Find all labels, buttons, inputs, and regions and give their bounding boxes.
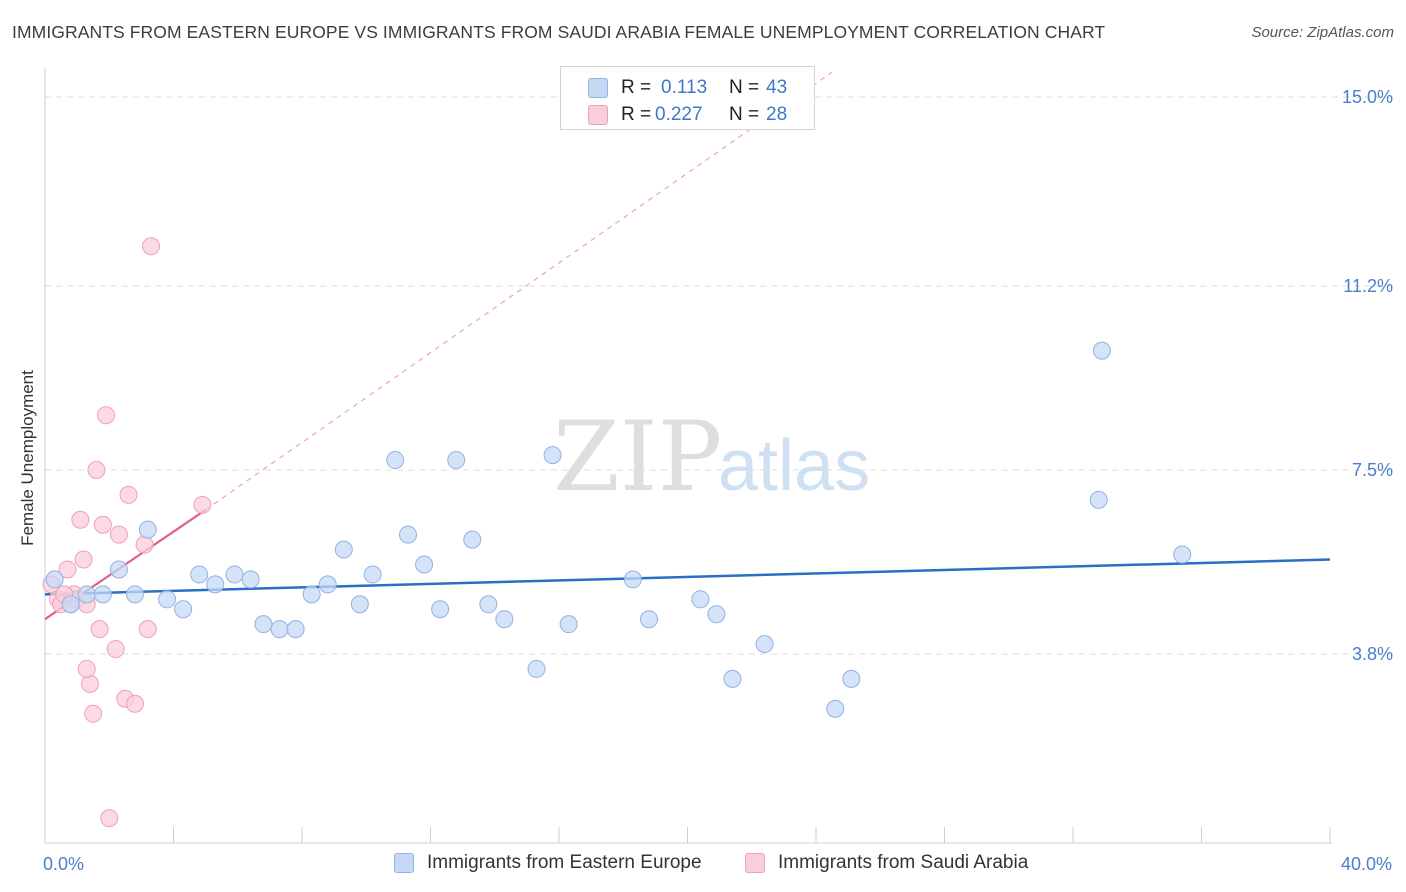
data-point-eastern-europe (527, 659, 546, 678)
gridlines (45, 96, 1395, 655)
data-point-eastern-europe (399, 525, 418, 544)
y-tick-label: 11.2% (1343, 276, 1393, 296)
legend-r-label: R = (621, 77, 652, 98)
data-point-eastern-europe (431, 600, 450, 619)
data-point-eastern-europe (125, 585, 144, 604)
data-point-saudi-arabia (71, 510, 90, 529)
data-point-eastern-europe (61, 595, 80, 614)
data-point-eastern-europe (386, 451, 405, 470)
data-point-eastern-europe (415, 555, 434, 574)
data-point-eastern-europe (77, 585, 96, 604)
data-point-eastern-europe (225, 565, 244, 584)
data-point-eastern-europe (707, 605, 726, 624)
data-point-eastern-europe (334, 540, 353, 559)
y-tick-label: 3.8% (1352, 644, 1393, 664)
data-point-saudi-arabia (84, 704, 103, 723)
data-point-saudi-arabia (93, 515, 112, 534)
legend-r-value: 0.113 (661, 77, 708, 98)
data-point-eastern-europe (1173, 545, 1192, 564)
correlation-legend: R = 0.113 N = 43 R = 0.227 N = 28 (560, 66, 815, 130)
watermark-atlas-text: atlas (718, 426, 870, 506)
data-point-eastern-europe (302, 585, 321, 604)
data-point-eastern-europe (691, 590, 710, 609)
data-point-eastern-europe (447, 451, 466, 470)
data-point-saudi-arabia (125, 694, 144, 713)
legend-n-label: N = (729, 104, 760, 125)
data-point-eastern-europe (93, 585, 112, 604)
data-point-saudi-arabia (135, 535, 154, 554)
legend-swatch-pink (588, 105, 608, 125)
legend-n-value: 43 (766, 77, 788, 98)
legend-row-eastern-europe: R = 0.113 N = 43 (561, 75, 814, 101)
data-point-eastern-europe (318, 575, 337, 594)
data-point-eastern-europe (842, 669, 861, 688)
data-points (42, 237, 1192, 828)
legend-row-saudi-arabia: R = 0.227 N = 28 (561, 102, 814, 128)
bottom-legend-swatch-blue (394, 853, 414, 873)
data-point-eastern-europe (755, 635, 774, 654)
data-point-saudi-arabia (90, 620, 109, 639)
data-point-saudi-arabia (142, 237, 161, 256)
data-point-eastern-europe (623, 570, 642, 589)
bottom-legend-swatch-pink (745, 853, 765, 873)
legend-r-value: 0.227 (655, 104, 703, 125)
data-point-eastern-europe (463, 530, 482, 549)
y-tick-label: 7.5% (1352, 460, 1393, 480)
data-point-eastern-europe (363, 565, 382, 584)
data-point-eastern-europe (109, 560, 128, 579)
data-point-eastern-europe (254, 615, 273, 634)
bottom-legend-label: Immigrants from Saudi Arabia (778, 852, 1029, 873)
trend-line-saudi-arabia-extended (205, 71, 833, 511)
data-point-eastern-europe (826, 699, 845, 718)
data-point-saudi-arabia (100, 809, 119, 828)
bottom-legend-label: Immigrants from Eastern Europe (427, 852, 702, 873)
data-point-eastern-europe (190, 565, 209, 584)
data-point-saudi-arabia (58, 560, 77, 579)
data-point-saudi-arabia (109, 525, 128, 544)
data-point-eastern-europe (286, 620, 305, 639)
data-point-eastern-europe (174, 600, 193, 619)
legend-n-label: N = (729, 77, 760, 98)
data-point-saudi-arabia (193, 495, 212, 514)
data-point-eastern-europe (495, 610, 514, 629)
axes (44, 68, 1332, 844)
legend-n-value: 28 (766, 104, 788, 125)
legend-r-label: R = (621, 104, 652, 125)
watermark-zip-text: ZIP (553, 401, 722, 513)
data-point-eastern-europe (543, 446, 562, 465)
data-point-eastern-europe (559, 615, 578, 634)
data-point-saudi-arabia (106, 640, 125, 659)
data-point-eastern-europe (350, 595, 369, 614)
data-point-eastern-europe (1089, 490, 1108, 509)
data-point-eastern-europe (1092, 341, 1111, 360)
data-point-eastern-europe (138, 520, 157, 539)
data-point-eastern-europe (723, 669, 742, 688)
x-tick-label: 0.0% (43, 854, 84, 874)
data-point-saudi-arabia (87, 461, 106, 479)
tick-labels: 3.8% 7.5% 11.2% 15.0% 0.0% 40.0% (43, 87, 1393, 874)
x-tick-label: 40.0% (1341, 854, 1392, 874)
data-point-saudi-arabia (119, 485, 138, 504)
data-point-eastern-europe (158, 590, 177, 609)
chart-title: IMMIGRANTS FROM EASTERN EUROPE VS IMMIGR… (12, 22, 1106, 42)
y-tick-label: 15.0% (1342, 87, 1393, 107)
data-point-saudi-arabia (77, 659, 96, 678)
data-point-saudi-arabia (74, 550, 93, 569)
data-point-saudi-arabia (138, 620, 157, 639)
trend-line-eastern-europe (44, 558, 1331, 596)
data-point-eastern-europe (206, 575, 225, 594)
trend-lines (44, 71, 1331, 621)
data-point-saudi-arabia (97, 406, 116, 425)
source-label: Source: ZipAtlas.com (1251, 24, 1394, 41)
data-point-eastern-europe (270, 620, 289, 639)
legend-swatch-blue (588, 78, 608, 98)
watermark: ZIP atlas (553, 401, 870, 513)
data-point-eastern-europe (241, 570, 260, 589)
data-point-eastern-europe (479, 595, 498, 614)
data-point-saudi-arabia (80, 674, 99, 693)
data-point-eastern-europe (639, 610, 658, 629)
data-point-eastern-europe (45, 570, 64, 589)
